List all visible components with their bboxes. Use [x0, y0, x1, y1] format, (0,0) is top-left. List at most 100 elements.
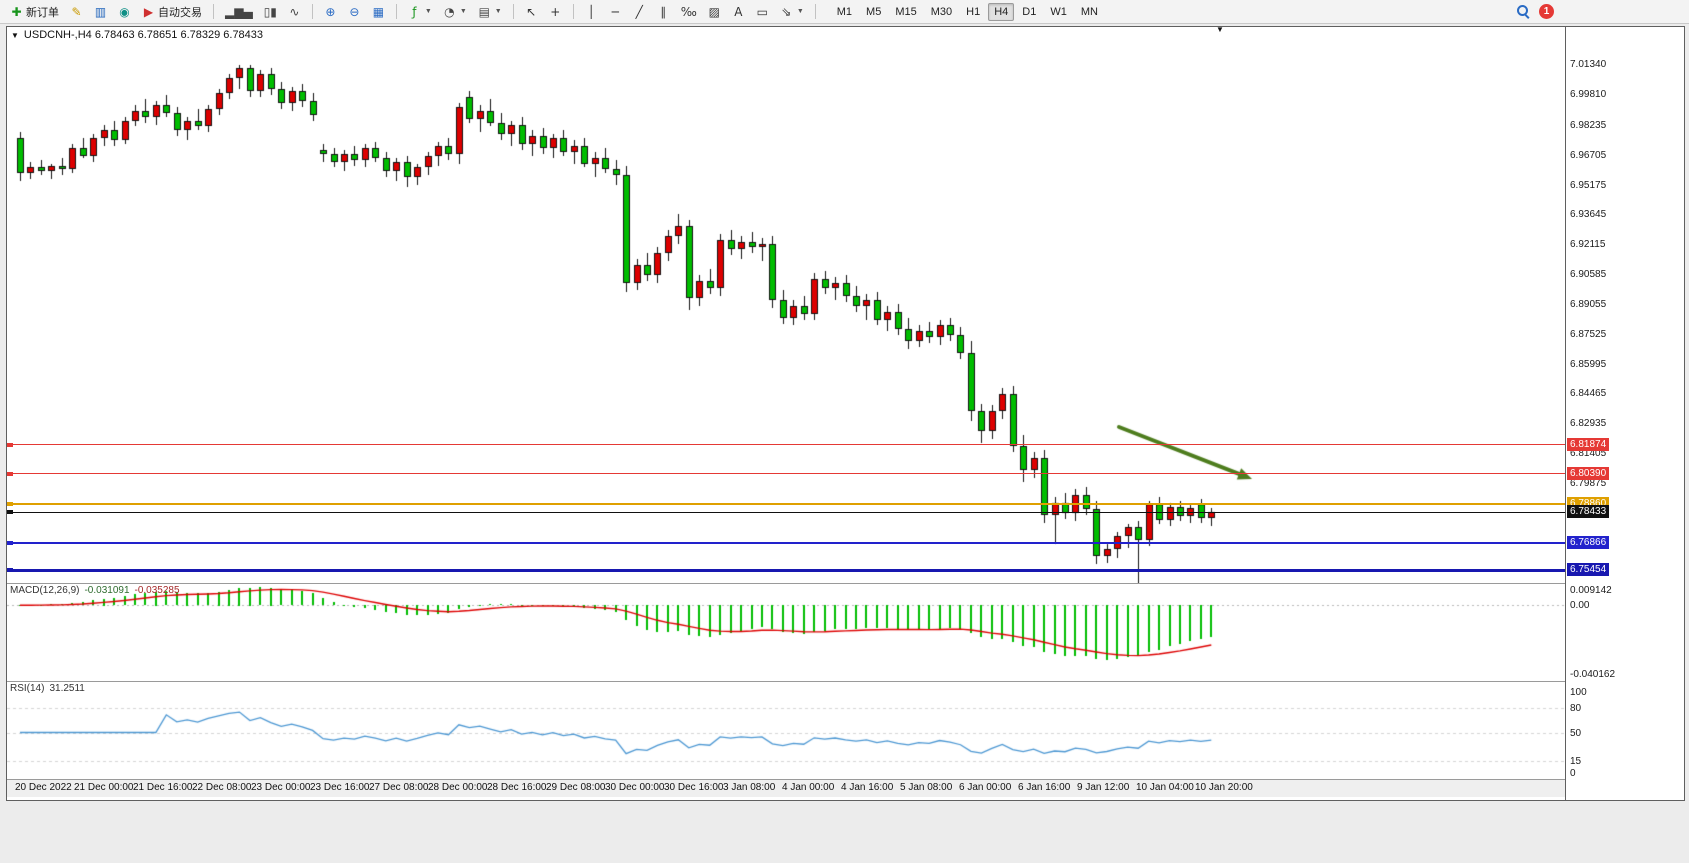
fibonacci-icon: ‰: [680, 4, 697, 19]
panel-separator[interactable]: [7, 583, 1565, 584]
timeframe-m5[interactable]: M5: [866, 5, 882, 18]
zoom-in-icon: ⊕: [325, 4, 336, 19]
dropdown-arrow-icon: ▼: [796, 8, 804, 15]
bar-chart-icon: ▂▆▄: [225, 4, 253, 19]
chart-header: ▼ USDCNH-,H4 6.78463 6.78651 6.78329 6.7…: [11, 29, 263, 42]
time-axis-label: 6 Jan 16:00: [1018, 782, 1071, 793]
price-level-badge: 6.81874: [1567, 437, 1610, 451]
time-axis-label: 4 Jan 16:00: [841, 782, 894, 793]
arrows-icon[interactable]: ⇘ ▼: [775, 1, 809, 22]
toolbar-chevron[interactable]: ▼: [1216, 25, 1224, 34]
trendline-icon[interactable]: ╱: [628, 1, 651, 22]
toolbar-separator: [311, 4, 313, 19]
rsi-scale-label: 100: [1570, 687, 1587, 698]
tile-windows-icon[interactable]: ▦: [367, 1, 390, 22]
rsi-canvas: [7, 682, 1565, 779]
level-anchor: [7, 501, 13, 506]
level-anchor: [7, 540, 13, 545]
cursor-icon[interactable]: ↖: [520, 1, 543, 22]
time-axis[interactable]: 20 Dec 2022 21 Dec 00:00 21 Dec 16:00 22 De…: [7, 780, 1565, 797]
zoom-out-icon: ⊖: [349, 4, 360, 19]
horizontal-level-line[interactable]: [7, 511, 1565, 513]
crosshair-icon[interactable]: +: [544, 1, 567, 22]
price-level-badge: 6.76866: [1567, 535, 1610, 549]
horizontal-level-line[interactable]: [7, 568, 1565, 572]
price-level-badge: 6.75454: [1567, 563, 1610, 577]
zoom-out-icon[interactable]: ⊖: [343, 1, 366, 22]
zoom-in-icon[interactable]: ⊕: [319, 1, 342, 22]
time-axis-label: 6 Jan 00:00: [959, 782, 1012, 793]
candlestick-chart-icon[interactable]: ▯▮: [259, 1, 282, 22]
text-icon: A: [734, 4, 743, 19]
timeframe-m15[interactable]: M15: [895, 5, 917, 18]
rsi-value: 31.2511: [49, 683, 85, 694]
macd-value-signal: -0.035285: [134, 585, 180, 596]
autotrading-button[interactable]: ▶ 自动交易: [137, 1, 207, 22]
horizontal-level-line[interactable]: [7, 444, 1565, 446]
new-order-button[interactable]: ✚ 新订单: [5, 1, 64, 22]
dropdown-arrow-icon: ▼: [494, 8, 502, 15]
price-axis-label: 6.96705: [1570, 149, 1607, 161]
horizontal-level-line[interactable]: [7, 473, 1565, 475]
time-axis-label: 28 Dec 00:00: [428, 782, 488, 793]
metaeditor-icon: ✎: [71, 4, 82, 19]
bar-chart-icon[interactable]: ▂▆▄: [220, 1, 258, 22]
collapse-arrow-icon[interactable]: ▼: [11, 31, 19, 40]
time-axis-label: 4 Jan 00:00: [782, 782, 835, 793]
time-axis-label: 21 Dec 00:00: [74, 782, 134, 793]
periods-icon[interactable]: ◔ ▼: [438, 1, 472, 22]
time-axis-label: 30 Dec 00:00: [605, 782, 665, 793]
level-anchor: [7, 510, 13, 515]
macd-label: MACD(12,26,9) -0.031091 -0.035285: [10, 585, 180, 596]
rsi-label: RSI(14) 31.2511: [10, 683, 85, 694]
shapes-icon[interactable]: ▨: [703, 1, 726, 22]
dropdown-arrow-icon: ▼: [459, 8, 467, 15]
data-window-icon[interactable]: ◉: [113, 1, 136, 22]
cursor-icon: ↖: [526, 4, 537, 19]
timeframe-m1[interactable]: M1: [836, 5, 853, 18]
timeframe-h1[interactable]: H1: [966, 5, 981, 18]
horizontal-level-line[interactable]: [7, 541, 1565, 544]
price-axis-label: 6.81405: [1570, 448, 1607, 460]
search-icon[interactable]: [1517, 5, 1530, 18]
horizontal-level-line[interactable]: [7, 502, 1565, 505]
metaeditor-icon[interactable]: ✎: [65, 1, 88, 22]
price-axis[interactable]: 7.01340 6.99810 6.98235 6.96705 6.95175 6.936…: [1565, 27, 1684, 800]
time-axis-label: 27 Dec 08:00: [369, 782, 429, 793]
price-axis-label: 6.95175: [1570, 179, 1607, 191]
autotrading-icon: ▶: [143, 4, 154, 19]
line-chart-icon[interactable]: ∿: [283, 1, 306, 22]
timeframe-mn[interactable]: MN: [1080, 5, 1098, 18]
channel-icon[interactable]: ∥: [652, 1, 675, 22]
horizontal-line-icon[interactable]: ─: [604, 1, 627, 22]
time-axis-label: 20 Dec 2022: [15, 782, 72, 793]
macd-panel[interactable]: MACD(12,26,9) -0.031091 -0.035285: [7, 584, 1565, 681]
price-axis-label: 6.98235: [1570, 119, 1607, 131]
timeframe-d1[interactable]: D1: [1022, 5, 1037, 18]
text-label-icon[interactable]: ▭: [751, 1, 774, 22]
channel-icon: ∥: [660, 4, 667, 19]
candlestick-chart-icon: ▯▮: [263, 4, 277, 19]
price-chart-canvas[interactable]: [7, 27, 1565, 583]
price-chart-panel[interactable]: ▼ USDCNH-,H4 6.78463 6.78651 6.78329 6.7…: [7, 27, 1565, 583]
templates-icon[interactable]: ▤ ▼: [473, 1, 507, 22]
notification-badge[interactable]: 1: [1539, 4, 1554, 19]
price-axis-label: 6.92115: [1570, 239, 1606, 251]
panel-separator[interactable]: [7, 681, 1565, 682]
rsi-panel[interactable]: RSI(14) 31.2511: [7, 682, 1565, 779]
time-axis-label: 23 Dec 00:00: [251, 782, 311, 793]
price-axis-label: 6.82935: [1570, 418, 1607, 430]
vertical-line-icon[interactable]: │: [580, 1, 603, 22]
time-axis-label: 22 Dec 08:00: [192, 782, 252, 793]
new-order-icon: ✚: [11, 4, 22, 19]
price-axis-label: 6.79875: [1570, 477, 1607, 489]
fibonacci-icon[interactable]: ‰: [676, 1, 702, 22]
market-watch-icon[interactable]: ▥: [89, 1, 112, 22]
timeframe-m30[interactable]: M30: [930, 5, 953, 18]
panel-separator: [7, 779, 1565, 780]
timeframe-w1[interactable]: W1: [1050, 5, 1067, 18]
timeframe-h4[interactable]: H4: [988, 2, 1015, 21]
indicators-icon[interactable]: ƒ ▼: [403, 1, 437, 22]
macd-value-main: -0.031091: [84, 585, 130, 596]
text-icon[interactable]: A: [727, 1, 750, 22]
